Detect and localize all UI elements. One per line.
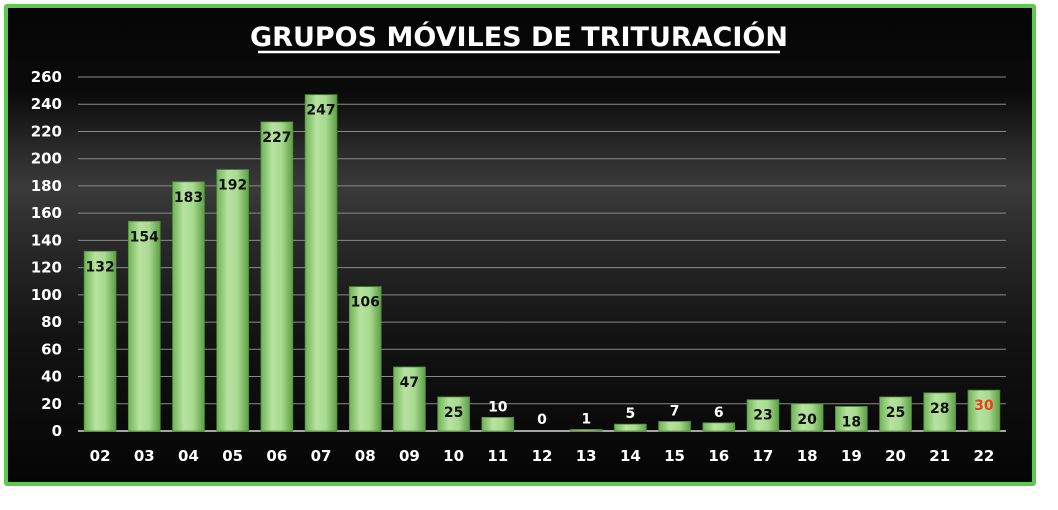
- y-tick-label: 160: [31, 204, 62, 222]
- data-label: 154: [130, 229, 159, 245]
- bars: [83, 94, 1001, 432]
- data-label: 25: [444, 405, 463, 421]
- bar: [967, 389, 1001, 432]
- data-label: 227: [262, 130, 291, 146]
- x-tick-label: 18: [797, 447, 818, 465]
- x-tick-label: 15: [664, 447, 685, 465]
- bar: [702, 422, 736, 432]
- y-tick-label: 40: [41, 368, 62, 386]
- bar: [746, 399, 780, 432]
- data-label: 247: [306, 103, 335, 119]
- data-label: 5: [626, 406, 636, 422]
- chart-title: GRUPOS MÓVILES DE TRITURACIÓN: [250, 21, 788, 53]
- data-label: 0: [537, 412, 547, 428]
- x-tick-label: 17: [753, 447, 774, 465]
- x-tick-label: 09: [399, 447, 420, 465]
- y-tick-label: 220: [31, 122, 62, 140]
- x-tick-label: 20: [885, 447, 906, 465]
- x-tick-label: 03: [134, 447, 155, 465]
- data-label: 132: [85, 259, 114, 275]
- y-tick-label: 60: [41, 340, 62, 358]
- data-label: 6: [714, 405, 724, 421]
- x-tick-label: 16: [708, 447, 729, 465]
- data-labels: 132 154 183 192 227 247 106 47 25 10 0 1 5 7 6 23 20 18 25…: [85, 103, 993, 431]
- bar: [260, 121, 294, 432]
- data-label: 1: [581, 412, 591, 428]
- bar: [83, 250, 117, 432]
- data-label: 7: [670, 403, 680, 419]
- y-tick-label: 120: [31, 259, 62, 277]
- y-tick-label: 240: [31, 95, 62, 113]
- y-tick-label: 180: [31, 177, 62, 195]
- bar: [172, 181, 205, 432]
- y-tick-label: 200: [31, 150, 62, 168]
- bar: [481, 416, 515, 432]
- data-label: 192: [218, 178, 247, 194]
- data-label: 28: [930, 401, 949, 417]
- data-label: 20: [797, 412, 817, 428]
- x-tick-label: 22: [973, 447, 994, 465]
- x-tick-label: 13: [576, 447, 597, 465]
- y-tick-label: 20: [41, 395, 62, 413]
- x-tick-label: 07: [311, 447, 332, 465]
- data-label: 30: [974, 398, 994, 414]
- bar: [923, 392, 957, 432]
- bar: [216, 169, 249, 432]
- bar: [348, 286, 382, 432]
- y-tick-label: 80: [41, 313, 62, 331]
- bar: [790, 403, 824, 432]
- x-tick-label: 02: [90, 447, 111, 465]
- y-tick-label: 260: [31, 68, 62, 86]
- bar: [437, 396, 470, 432]
- x-tick-label: 05: [222, 447, 243, 465]
- y-tick-label: 0: [52, 422, 62, 440]
- bar: [614, 423, 647, 432]
- data-label: 47: [400, 375, 419, 391]
- bar: [569, 429, 603, 432]
- x-tick-label: 21: [929, 447, 950, 465]
- y-tick-label: 100: [31, 286, 62, 304]
- x-tick-label: 10: [443, 447, 464, 465]
- x-tick-label: 12: [532, 447, 553, 465]
- bar: [127, 220, 161, 432]
- data-label: 25: [886, 405, 905, 421]
- x-tick-label: 14: [620, 447, 641, 465]
- x-tick-label: 08: [355, 447, 376, 465]
- x-tick-label: 06: [266, 447, 287, 465]
- x-tick-label: 04: [178, 447, 199, 465]
- bar: [658, 421, 691, 432]
- x-tick-label: 11: [487, 447, 508, 465]
- bar: [835, 406, 868, 432]
- bar: [879, 396, 912, 432]
- data-label: 23: [753, 408, 772, 424]
- bar: [393, 366, 426, 432]
- bar: [304, 94, 338, 432]
- data-label: 10: [488, 399, 508, 415]
- x-tick-label: 19: [841, 447, 862, 465]
- data-label: 106: [351, 295, 380, 311]
- data-label: 183: [174, 190, 203, 206]
- data-label: 18: [842, 414, 861, 430]
- x-axis-ticks: 02 03 04 05 06 07 08 09 10 11 12 13 14 15 16 17 18 19 20 21…: [90, 447, 995, 465]
- y-tick-label: 140: [31, 231, 62, 249]
- y-axis-ticks: 0 20 40 60 80 100 120 140 160 180 200 220 240 260: [31, 68, 62, 440]
